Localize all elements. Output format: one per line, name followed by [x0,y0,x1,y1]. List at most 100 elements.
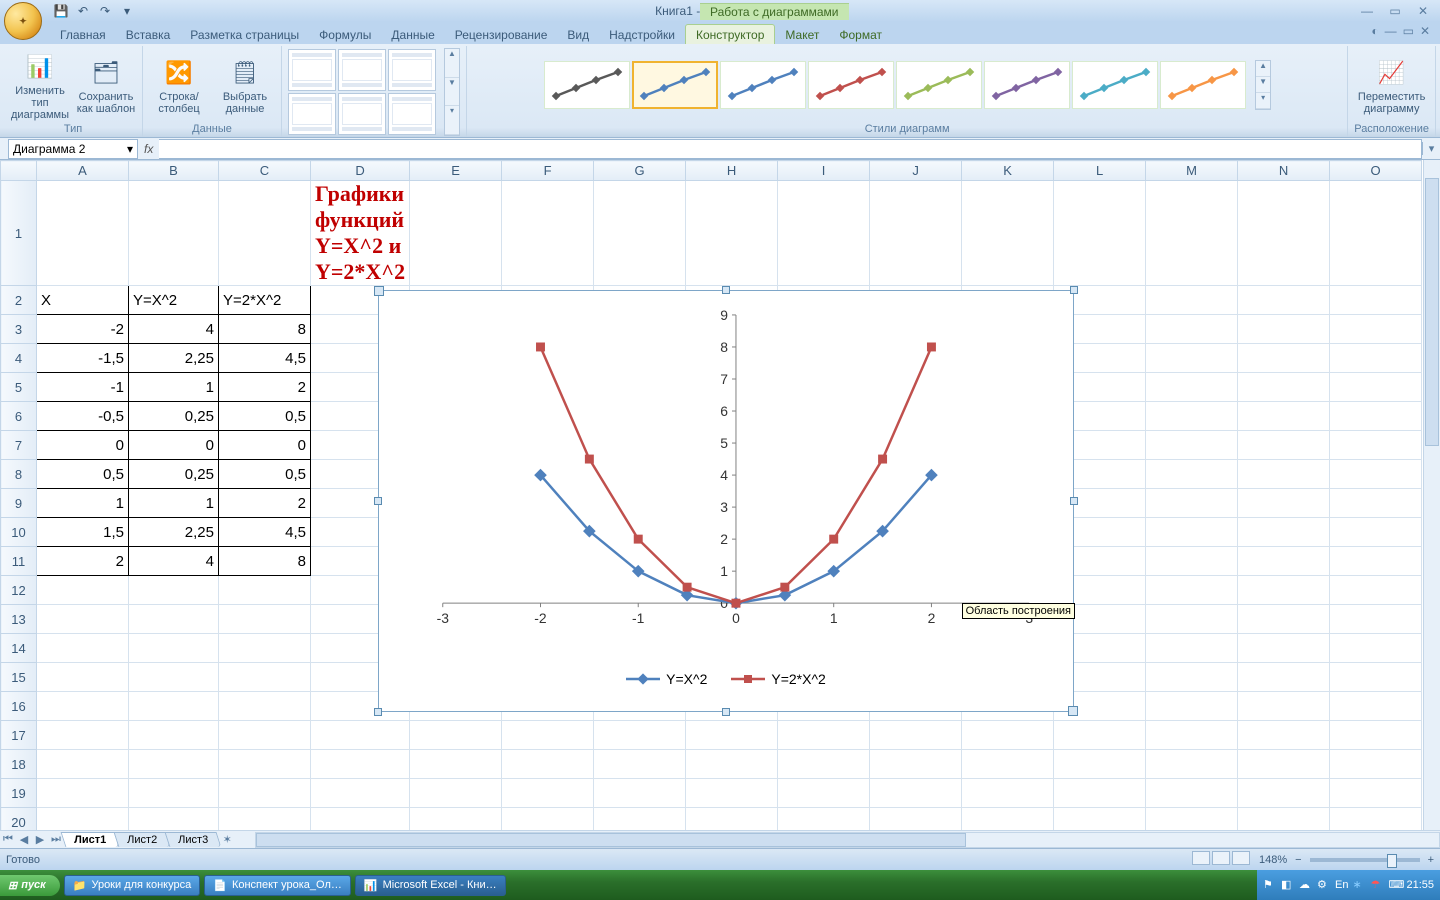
sheet-tab[interactable]: Лист2 [114,832,171,847]
cell[interactable]: 0,5 [37,460,129,489]
row-header[interactable]: 8 [1,460,37,489]
cell[interactable] [1238,576,1330,605]
cell[interactable]: 0,25 [129,460,219,489]
tab-Данные[interactable]: Данные [381,25,444,44]
chart-style-thumb[interactable] [1160,61,1246,109]
tab-Надстройки[interactable]: Надстройки [599,25,685,44]
cell[interactable] [1146,431,1238,460]
column-header[interactable] [1,161,37,181]
cell[interactable]: -2 [37,315,129,344]
cell[interactable] [129,808,219,831]
cell[interactable] [1330,750,1422,779]
zoom-level[interactable]: 148% [1259,854,1287,866]
cell[interactable] [1054,181,1146,286]
row-header[interactable]: 11 [1,547,37,576]
cell[interactable] [1330,547,1422,576]
cell[interactable] [1238,547,1330,576]
cell[interactable] [1238,460,1330,489]
cell[interactable] [1146,808,1238,831]
antivirus-icon[interactable]: ☂ [1370,878,1384,892]
cell[interactable]: -1 [37,373,129,402]
cell[interactable] [37,779,129,808]
tray-icon[interactable]: ☁ [1299,878,1313,892]
cell[interactable]: -1,5 [37,344,129,373]
chart-layout-thumb[interactable] [388,93,436,135]
row-header[interactable]: 10 [1,518,37,547]
tab-nav-first-icon[interactable]: ⏮ [0,833,16,846]
cell[interactable]: Y=X^2 [129,286,219,315]
cell[interactable] [1330,181,1422,286]
cell[interactable] [219,779,311,808]
cell[interactable] [1330,779,1422,808]
row-header[interactable]: 18 [1,750,37,779]
cell[interactable]: 0 [129,431,219,460]
cell[interactable] [129,663,219,692]
cell[interactable]: 0,5 [219,460,311,489]
system-tray[interactable]: ⚑ ◧ ☁ ⚙ En ∗ ☂ ⌨ 21:55 [1257,870,1440,900]
cell[interactable] [1054,750,1146,779]
cell[interactable]: 2 [219,489,311,518]
move-chart-button[interactable]: 📈 Переместить диаграмму [1362,55,1422,115]
cell[interactable] [1330,315,1422,344]
column-header[interactable]: M [1146,161,1238,181]
mdi-minimize-icon[interactable]: ― [1385,24,1397,38]
cell[interactable] [778,750,870,779]
new-sheet-icon[interactable]: ✶ [219,833,235,846]
chart-legend[interactable]: Y=X^2Y=2*X^2 [379,671,1073,689]
column-header[interactable]: A [37,161,129,181]
cell[interactable] [1238,663,1330,692]
cell[interactable]: Y=2*X^2 [219,286,311,315]
cell[interactable] [1330,692,1422,721]
context-tab-Формат[interactable]: Формат [829,25,892,44]
cell[interactable]: 2 [219,373,311,402]
cell[interactable] [1146,373,1238,402]
cell[interactable] [1238,431,1330,460]
select-data-button[interactable]: 🗒 Выбрать данные [215,55,275,115]
cell[interactable] [37,750,129,779]
cell[interactable] [1146,779,1238,808]
cell[interactable] [1146,750,1238,779]
chart-style-thumb[interactable] [544,61,630,109]
cell[interactable] [778,808,870,831]
tab-Вставка[interactable]: Вставка [116,25,181,44]
vertical-scrollbar[interactable] [1423,160,1440,830]
taskbar-item[interactable]: 📁Уроки для конкурса [64,875,200,896]
start-button[interactable]: ⊞ пуск [0,875,60,896]
cell[interactable] [1330,489,1422,518]
office-button[interactable]: ✦ [4,2,42,40]
cell[interactable]: 1 [129,373,219,402]
column-header[interactable]: B [129,161,219,181]
zoom-out-icon[interactable]: − [1295,854,1301,866]
cell[interactable] [1146,576,1238,605]
cell[interactable] [502,721,594,750]
cell[interactable] [778,181,870,286]
chart-style-thumb[interactable] [632,61,718,109]
row-header[interactable]: 3 [1,315,37,344]
cell[interactable] [37,808,129,831]
cell[interactable] [594,750,686,779]
cell[interactable] [1238,344,1330,373]
switch-row-column-button[interactable]: 🔀 Строка/столбец [149,55,209,115]
column-header[interactable]: L [1054,161,1146,181]
column-header[interactable]: O [1330,161,1422,181]
sheet-tab[interactable]: Лист1 [61,832,120,847]
cell[interactable] [410,808,502,831]
cell[interactable] [1054,721,1146,750]
cell[interactable] [410,181,502,286]
maximize-button[interactable]: ▭ [1382,4,1408,18]
tray-icon[interactable]: ⌨ [1388,878,1402,892]
zoom-in-icon[interactable]: + [1428,854,1434,866]
row-header[interactable]: 9 [1,489,37,518]
clock[interactable]: 21:55 [1406,879,1434,891]
cell[interactable] [219,634,311,663]
cell[interactable] [870,181,962,286]
cell[interactable] [686,808,778,831]
cell[interactable] [594,181,686,286]
cell[interactable] [311,808,410,831]
chart-style-thumb[interactable] [720,61,806,109]
cell[interactable] [962,721,1054,750]
cell[interactable] [219,181,311,286]
cell[interactable]: 2,25 [129,518,219,547]
tab-Формулы[interactable]: Формулы [309,25,381,44]
chart-object[interactable]: 0123456789-3-2-10123 Область построения … [378,290,1074,712]
